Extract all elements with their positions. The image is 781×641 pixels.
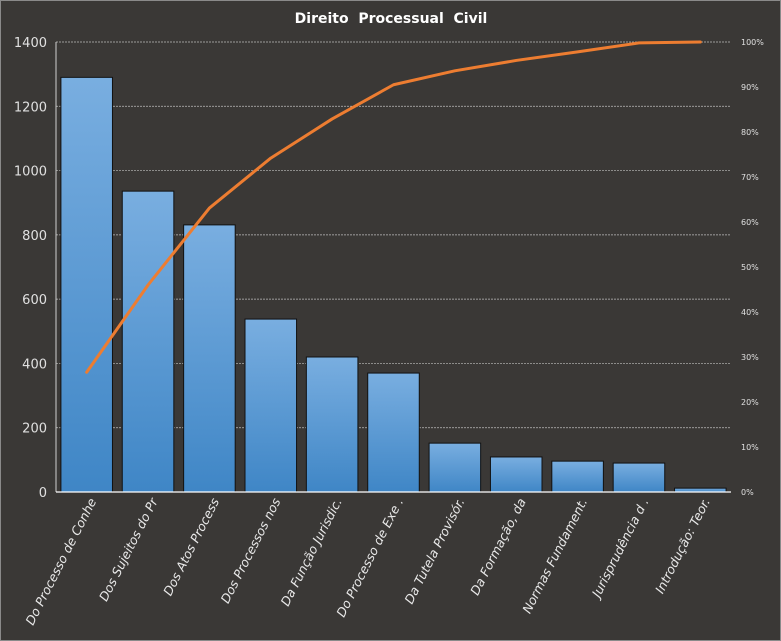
y-tick-label: 200 xyxy=(22,422,47,437)
y-tick-label: 400 xyxy=(22,357,47,372)
y2-tick-label: 20% xyxy=(741,398,759,407)
y-tick-label: 800 xyxy=(22,229,47,244)
x-tick-label: Do Processo de Exe . xyxy=(333,496,406,620)
x-tick-label: Dos Sujeitos do Pr xyxy=(96,495,161,604)
x-tick-label: Jurisprudência d . xyxy=(587,496,651,603)
x-tick-label: Normas Fundament. xyxy=(519,496,590,616)
y2-tick-label: 30% xyxy=(741,353,759,362)
x-tick-label: Da Função Jurisdic. xyxy=(277,496,344,609)
x-tick-label: Da Formação, da xyxy=(467,496,529,598)
bar xyxy=(428,442,482,493)
y-tick-label: 1200 xyxy=(14,100,47,115)
y2-tick-label: 10% xyxy=(741,443,759,452)
bar xyxy=(489,456,543,493)
y2-tick-label: 40% xyxy=(741,308,759,317)
bar xyxy=(183,224,236,493)
y2-tick-label: 50% xyxy=(741,263,759,272)
bar xyxy=(60,76,113,493)
x-tick-label: Introdução: Teor. xyxy=(652,496,713,596)
y2-tick-label: 70% xyxy=(741,173,759,182)
cumulative-line xyxy=(85,40,702,374)
y-tick-label: 0 xyxy=(39,486,47,501)
y2-tick-label: 90% xyxy=(741,83,759,92)
y2-tick-label: 60% xyxy=(741,218,759,227)
chart-title: Direito Processual Civil xyxy=(295,11,488,27)
bar xyxy=(121,190,175,493)
x-tick-label: Do Processo de Conhe xyxy=(22,495,99,627)
y2-tick-label: 80% xyxy=(741,128,759,137)
x-tick-label: Da Tutela Provisór. xyxy=(401,496,467,607)
y2-tick-label: 100% xyxy=(741,38,764,47)
bar xyxy=(612,462,666,493)
bar xyxy=(305,356,359,493)
y-tick-label: 600 xyxy=(22,293,47,308)
x-tick-label: Dos Atos Process xyxy=(160,495,222,598)
bar xyxy=(367,372,420,493)
bar xyxy=(244,318,298,493)
x-tick-label: Dos Processos nos xyxy=(217,495,283,606)
y-tick-label: 1400 xyxy=(14,36,47,51)
y-tick-label: 1000 xyxy=(14,165,47,180)
bar xyxy=(551,460,604,493)
y2-tick-label: 0% xyxy=(741,488,754,497)
